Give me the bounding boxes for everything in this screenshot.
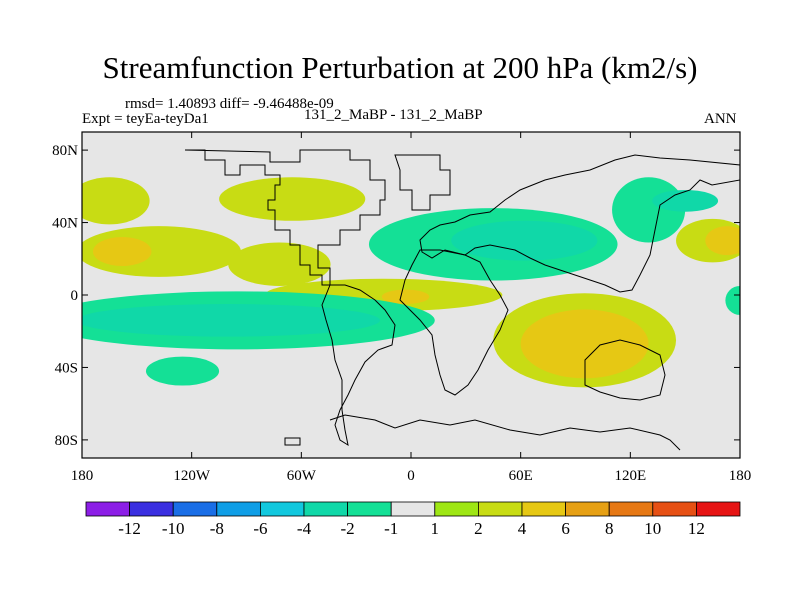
contour-region [228,242,331,286]
y-tick-label: 40N [52,216,78,232]
contour-region [520,309,649,379]
contour-region [705,226,740,256]
coastline-north-america [184,149,386,286]
contour-region [725,285,740,315]
x-tick-label: 0 [407,468,415,484]
contour-region [381,289,430,305]
season-label: ANN [704,111,737,127]
contour-region [652,189,719,212]
colorbar-label: -4 [297,519,312,538]
colorbar-label: -8 [210,519,224,538]
x-tick-label: 60W [287,468,317,484]
coastline-small-island [284,437,301,446]
colorbar-label: 4 [518,519,527,538]
streamfunction-field-layer [82,132,740,458]
colorbar: -12 -10 -8 -6 -4 -2 -1 1 2 4 6 8 10 12 [85,501,741,538]
colorbar-swatch [303,501,348,517]
colorbar-swatch [608,501,654,517]
colorbar-swatch [696,501,741,517]
y-tick-label: 40S [55,360,78,376]
contour-region [92,237,152,267]
plot-axes: 180 120W 60W 0 60E 120E 180 80N 40N 0 40S 80S [52,131,752,484]
colorbar-swatch [390,501,436,517]
colorbar-swatch [565,501,610,517]
colorbar-label: 8 [605,519,614,538]
y-tick-label: 80N [52,143,78,159]
x-tick-label: 60E [509,468,533,484]
colorbar-label: -2 [341,519,355,538]
colorbar-label: 6 [561,519,570,538]
experiment-label: Expt = teyEa-teyDa1 [82,111,209,127]
colorbar-label: -12 [118,519,141,538]
contour-region [82,177,150,225]
colorbar-label: 2 [474,519,483,538]
stats-label: rmsd= 1.40893 diff= -9.46488e-09 [125,96,334,112]
case-label: 131_2_MaBP - 131_2_MaBP [304,107,483,123]
colorbar-swatch [521,501,566,517]
contour-region [219,177,366,221]
coastline-australia [584,339,666,401]
colorbar-swatch [85,501,130,517]
colorbar-swatch [434,501,479,517]
y-tick-label: 80S [55,433,78,449]
colorbar-label: 10 [644,519,661,538]
coastline-antarctica [329,414,681,451]
colorbar-swatch [216,501,261,517]
contour-region [82,304,380,337]
colorbar-swatch [172,501,218,517]
x-tick-label: 180 [71,468,94,484]
colorbar-swatch [129,501,174,517]
colorbar-swatch [347,501,392,517]
coastline-greenland [394,154,451,211]
chart-title: Streamfunction Perturbation at 200 hPa (… [102,50,698,85]
coastline-africa [399,249,509,396]
y-tick-label: 0 [71,288,79,304]
colorbar-swatch [259,501,305,517]
colorbar-label: -1 [384,519,398,538]
x-tick-label: 120E [614,468,646,484]
coastline-south-america [321,284,396,447]
colorbar-label: 12 [688,519,705,538]
colorbar-swatch [652,501,697,517]
colorbar-swatch [477,501,523,517]
colorbar-label: -10 [162,519,185,538]
x-tick-label: 180 [729,468,752,484]
coastline-layer [184,149,741,451]
x-tick-label: 120W [173,468,211,484]
contour-region [451,220,598,261]
colorbar-label: -6 [253,519,267,538]
contour-region [145,356,220,386]
colorbar-label: 1 [431,519,440,538]
coastline-eurasia [419,154,741,293]
